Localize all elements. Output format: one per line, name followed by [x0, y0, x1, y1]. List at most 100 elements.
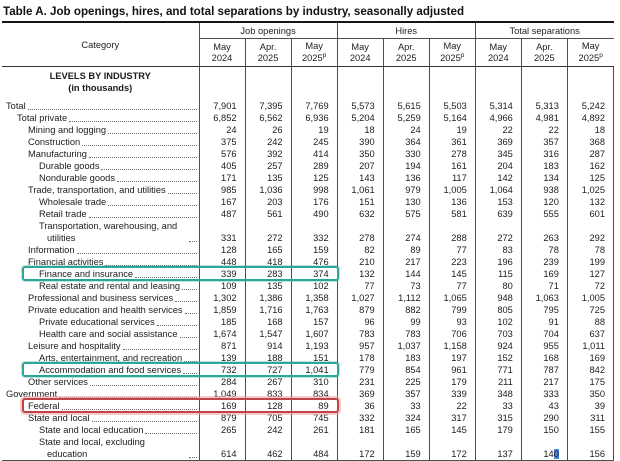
value-cell: 375 — [198, 136, 246, 148]
value-cell: 357 — [520, 136, 568, 148]
value-cell: 78 — [566, 244, 615, 256]
value-cell: 223 — [428, 256, 476, 268]
value-cell: 283 — [244, 268, 292, 280]
table-row: Durable goods 405 257 289 207 194 161 204 183 162 — [2, 160, 615, 172]
value-cell: 284 — [198, 376, 246, 388]
value-cell: 26 — [244, 124, 292, 136]
dot-leader — [101, 169, 197, 170]
section-header: LEVELS BY INDUSTRY (in thousands) — [2, 67, 199, 101]
group-header-job-openings: Job openings — [198, 22, 338, 39]
table-row: Construction 375 242 245 390 364 361 369 357 368 — [2, 136, 615, 148]
value-cell: 274 — [382, 220, 430, 244]
group-header-total-separations: Total separations — [474, 22, 614, 39]
value-cell: 144 — [382, 268, 430, 280]
dot-leader — [183, 373, 197, 374]
table-row: Manufacturing 576 392 414 350 330 278 345 316 287 — [2, 148, 615, 160]
value-cell: 1,063 — [520, 292, 568, 304]
value-cell: 414 — [290, 148, 338, 160]
column-header-category: Category — [2, 22, 199, 67]
row-label: Real estate and rental and leasing — [2, 280, 199, 292]
value-cell: 181 — [336, 424, 384, 436]
value-cell: 1,859 — [198, 304, 246, 316]
dot-leader — [122, 349, 197, 350]
value-cell: 368 — [566, 136, 615, 148]
value-cell: 169 — [520, 268, 568, 280]
row-label-text: Mining and logging — [28, 125, 107, 135]
value-cell: 5,242 — [566, 100, 615, 112]
value-cell: 555 — [520, 208, 568, 220]
value-cell: 155 — [566, 424, 615, 436]
value-cell: 5,615 — [382, 100, 430, 112]
value-cell: 706 — [428, 328, 476, 340]
value-cell: 1,112 — [382, 292, 430, 304]
value-cell: 77 — [336, 280, 384, 292]
value-cell: 263 — [520, 220, 568, 244]
row-label-text: Government — [6, 389, 58, 399]
row-label-text: Accommodation and food services — [39, 365, 182, 375]
value-cell: 168 — [520, 352, 568, 364]
value-cell: 172 — [336, 436, 384, 461]
value-cell: 5,314 — [474, 100, 522, 112]
value-cell: 1,607 — [290, 328, 338, 340]
value-cell: 783 — [382, 328, 430, 340]
row-label-text: Private education and health services — [28, 305, 183, 315]
value-cell: 165 — [244, 244, 292, 256]
value-cell: 614 — [198, 436, 246, 461]
value-cell: 77 — [428, 244, 476, 256]
value-cell: 162 — [566, 160, 615, 172]
value-cell: 704 — [520, 328, 568, 340]
table-header: Category Job openings Hires Total separa… — [2, 22, 614, 67]
row-label: Federal — [2, 400, 199, 412]
value-cell: 1,358 — [290, 292, 338, 304]
value-cell: 19 — [290, 124, 338, 136]
value-cell: 99 — [382, 316, 430, 328]
value-cell: 278 — [336, 220, 384, 244]
value-cell: 771 — [474, 364, 522, 376]
value-cell: 24 — [198, 124, 246, 136]
value-cell: 330 — [382, 148, 430, 160]
value-cell: 1,027 — [336, 292, 384, 304]
dot-leader — [188, 457, 197, 458]
value-cell: 1,158 — [428, 340, 476, 352]
row-label: Private educational services — [2, 316, 199, 328]
value-cell: 183 — [520, 160, 568, 172]
row-label-text: State and local, excluding education — [39, 437, 145, 459]
value-cell: 152 — [474, 352, 522, 364]
table-row: State and local education 265 242 261 181 165… — [2, 424, 615, 436]
value-cell: 242 — [244, 136, 292, 148]
table-row: Total 7,901 7,395 7,769 5,573 5,615 5,503 5,314… — [2, 100, 615, 112]
row-label-text: Transportation, warehousing, and utiliti… — [39, 221, 178, 243]
value-cell: 879 — [336, 304, 384, 316]
value-cell: 136 — [428, 196, 476, 208]
value-cell: 7,769 — [290, 100, 338, 112]
value-cell: 392 — [244, 148, 292, 160]
value-cell: 134 — [520, 172, 568, 184]
value-cell: 217 — [520, 376, 568, 388]
row-label: State and local — [2, 412, 199, 424]
value-cell: 1,036 — [244, 184, 292, 196]
value-cell: 637 — [566, 328, 615, 340]
value-cell: 332 — [290, 220, 338, 244]
value-cell: 217 — [382, 256, 430, 268]
month-header-row: May 2024 Apr. 2025 May 2025p May 2024 Apr. 2025 Ma… — [2, 38, 614, 67]
row-label-text: Manufacturing — [28, 149, 87, 159]
value-cell: 1,005 — [566, 292, 615, 304]
row-label-text: Federal — [28, 401, 60, 411]
value-cell: 5,503 — [428, 100, 476, 112]
value-cell: 795 — [520, 304, 568, 316]
value-cell: 125 — [290, 172, 338, 184]
dot-leader — [88, 157, 197, 158]
value-cell: 132 — [566, 196, 615, 208]
value-cell: 292 — [566, 220, 615, 244]
row-label-text: Construction — [28, 137, 81, 147]
row-label-text: Nondurable goods — [39, 173, 115, 183]
value-cell: 1,674 — [198, 328, 246, 340]
row-label-text: Wholesale trade — [39, 197, 107, 207]
value-cell: 242 — [244, 424, 292, 436]
value-cell: 22 — [520, 124, 568, 136]
value-cell: 135 — [244, 280, 292, 292]
row-label: Wholesale trade — [2, 196, 199, 208]
dot-leader — [184, 313, 197, 314]
value-cell: 350 — [336, 148, 384, 160]
value-cell: 1,061 — [336, 184, 384, 196]
